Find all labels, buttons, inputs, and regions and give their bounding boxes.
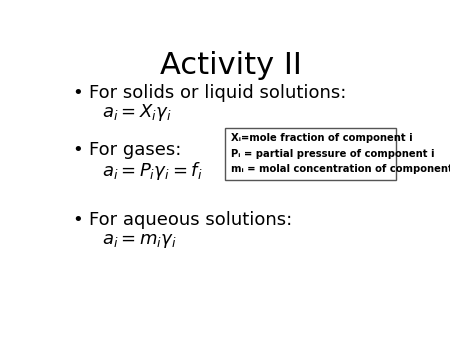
Text: $a_i{=}X_i\gamma_i$: $a_i{=}X_i\gamma_i$: [102, 102, 171, 123]
Text: •: •: [72, 211, 83, 229]
Text: For solids or liquid solutions:: For solids or liquid solutions:: [90, 83, 347, 102]
Text: •: •: [72, 83, 83, 102]
Text: Activity II: Activity II: [160, 51, 302, 80]
Text: Xᵢ=mole fraction of component i: Xᵢ=mole fraction of component i: [231, 134, 413, 143]
Text: For gases:: For gases:: [90, 141, 182, 159]
Text: •: •: [72, 141, 83, 159]
Text: mᵢ = molal concentration of component i: mᵢ = molal concentration of component i: [231, 164, 450, 174]
FancyBboxPatch shape: [225, 128, 396, 180]
Text: For aqueous solutions:: For aqueous solutions:: [90, 211, 292, 229]
Text: Pᵢ = partial pressure of component i: Pᵢ = partial pressure of component i: [231, 149, 435, 159]
Text: $a_i{=}m_i\gamma_i$: $a_i{=}m_i\gamma_i$: [102, 232, 176, 250]
Text: $a_i{=}P_i\gamma_i = f_i$: $a_i{=}P_i\gamma_i = f_i$: [102, 160, 202, 182]
